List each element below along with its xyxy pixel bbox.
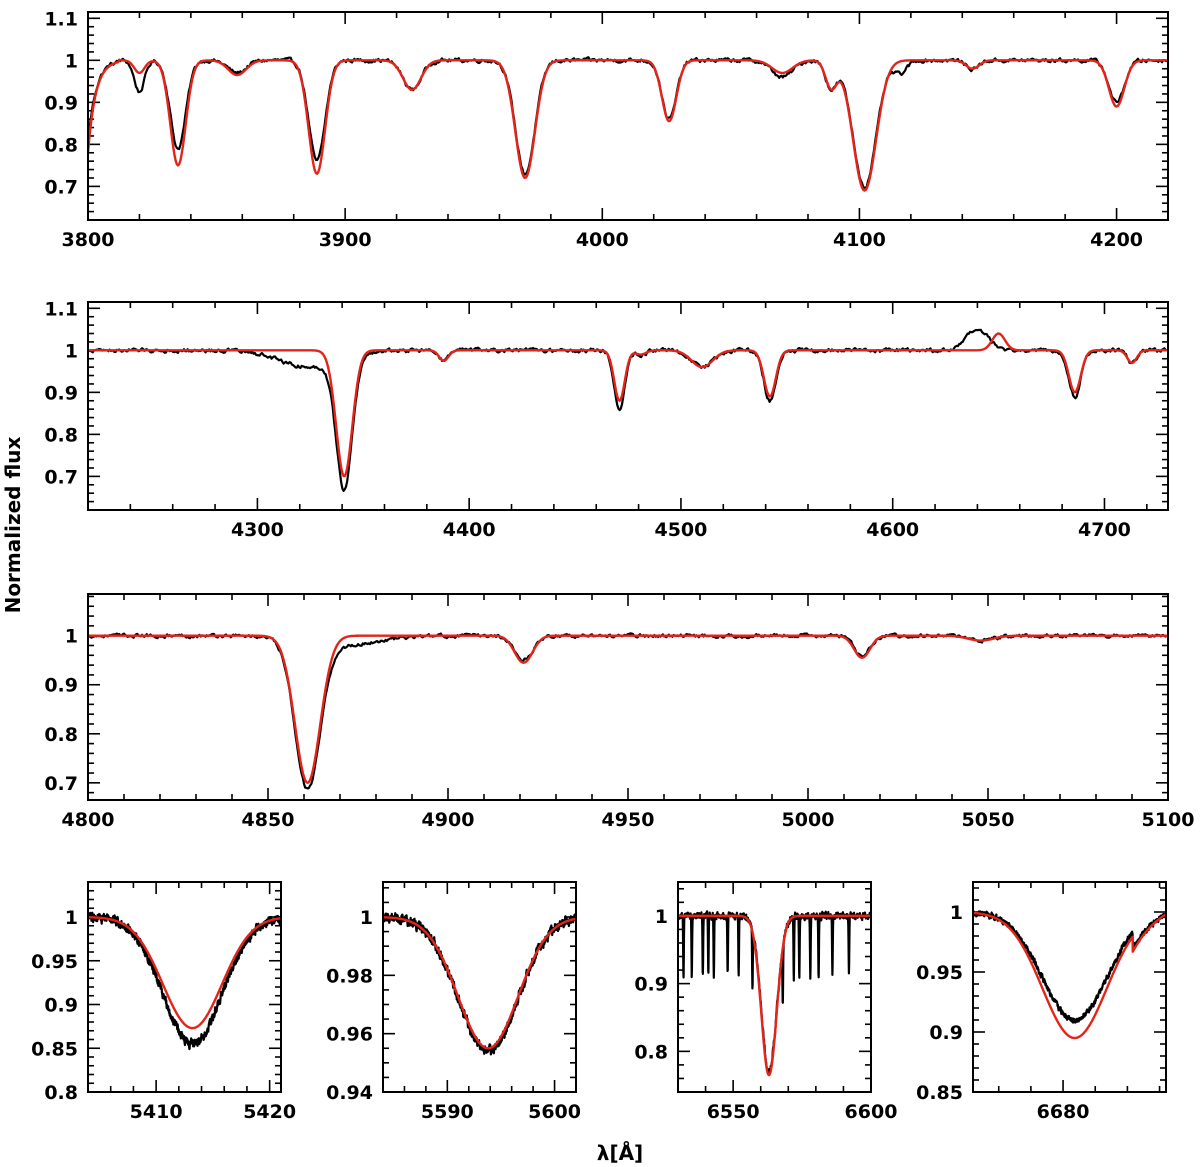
x-tick-label: 5100 bbox=[1142, 809, 1195, 831]
ticks-p7 bbox=[973, 882, 1166, 1093]
x-tick-label: 5600 bbox=[528, 1101, 581, 1123]
y-tick-label: 0.85 bbox=[916, 1082, 963, 1104]
model-spectrum bbox=[973, 911, 1166, 1040]
x-axis-title: λ[Å] bbox=[597, 1141, 643, 1165]
panel-p4: 5410 5420 0.8 0.85 0.9 0.95 1 bbox=[31, 881, 296, 1123]
x-tick-label: 5410 bbox=[130, 1101, 183, 1123]
model-spectrum bbox=[88, 634, 1168, 785]
x-tick-label: 4900 bbox=[422, 809, 475, 831]
x-tick-label: 4600 bbox=[866, 519, 919, 541]
plot-frame bbox=[382, 881, 577, 1093]
ticks-p5 bbox=[382, 882, 577, 1093]
model-spectrum bbox=[88, 332, 1168, 478]
plot-frame bbox=[87, 301, 1169, 511]
x-tick-label: 4800 bbox=[62, 809, 115, 831]
y-tick-label: 1.1 bbox=[44, 298, 78, 320]
x-tick-label: 4950 bbox=[602, 809, 655, 831]
x-tick-label: 4200 bbox=[1090, 229, 1143, 251]
panel-p2: 4300 4400 4500 4600 4700 0.7 0.8 0.9 1 1.1 bbox=[44, 298, 1169, 541]
x-tick-label: 5050 bbox=[962, 809, 1015, 831]
y-tick-label: 0.8 bbox=[44, 724, 78, 746]
y-tick-label: 0.94 bbox=[326, 1082, 373, 1104]
y-tick-label: 0.7 bbox=[44, 176, 78, 198]
model-spectrum bbox=[88, 59, 1168, 192]
x-tick-label: 5420 bbox=[243, 1101, 296, 1123]
y-tick-label: 1 bbox=[65, 50, 78, 72]
y-tick-label: 1 bbox=[65, 907, 78, 929]
ticks-p3 bbox=[87, 594, 1169, 800]
observed-spectrum bbox=[88, 632, 1168, 790]
x-tick-label: 3800 bbox=[62, 229, 115, 251]
plot-frame bbox=[87, 881, 282, 1093]
y-tick-label: 0.9 bbox=[634, 974, 668, 996]
x-tick-label: 4700 bbox=[1078, 519, 1131, 541]
y-tick-label: 0.85 bbox=[31, 1038, 78, 1060]
panel-p6: 6550 6600 0.8 0.9 1 bbox=[634, 881, 898, 1123]
y-tick-label: 0.7 bbox=[44, 773, 78, 795]
observed-spectrum bbox=[973, 910, 1166, 1024]
y-tick-label: 0.8 bbox=[44, 424, 78, 446]
y-tick-label: 0.9 bbox=[44, 92, 78, 114]
x-tick-label: 6550 bbox=[707, 1101, 760, 1123]
panel-p1: 3800 3900 4000 4100 4200 0.7 0.8 0.9 1 1.1 bbox=[44, 8, 1169, 251]
y-tick-label: 1 bbox=[950, 902, 963, 924]
y-tick-label: 1 bbox=[65, 340, 78, 362]
x-tick-label: 4100 bbox=[833, 229, 886, 251]
plot-frame bbox=[972, 881, 1167, 1093]
y-tick-label: 1 bbox=[65, 626, 78, 648]
x-tick-label: 3900 bbox=[319, 229, 372, 251]
y-tick-label: 0.9 bbox=[44, 675, 78, 697]
y-tick-label: 1.1 bbox=[44, 8, 78, 30]
ticks-p1 bbox=[87, 12, 1169, 221]
model-spectrum bbox=[678, 914, 871, 1077]
y-tick-label: 0.8 bbox=[44, 1082, 78, 1104]
y-tick-label: 0.95 bbox=[31, 951, 78, 973]
model-spectrum bbox=[383, 916, 576, 1050]
y-tick-label: 1 bbox=[360, 907, 373, 929]
x-tick-label: 6600 bbox=[845, 1101, 898, 1123]
y-tick-label: 0.9 bbox=[44, 995, 78, 1017]
x-tick-label: 4850 bbox=[242, 809, 295, 831]
ticks-p2 bbox=[87, 302, 1168, 511]
y-tick-label: 0.7 bbox=[44, 466, 78, 488]
x-tick-label: 5590 bbox=[421, 1101, 474, 1123]
y-tick-label: 0.95 bbox=[916, 962, 963, 984]
y-tick-label: 0.8 bbox=[44, 134, 78, 156]
x-tick-label: 6680 bbox=[1037, 1101, 1090, 1123]
panel-p3: 4800 4850 4900 4950 5000 5050 5100 0.7 0.8 0.9 1 bbox=[44, 593, 1195, 831]
x-tick-label: 4000 bbox=[576, 229, 629, 251]
y-tick-label: 0.98 bbox=[326, 965, 373, 987]
panel-p5: 5590 5600 0.94 0.96 0.98 1 bbox=[326, 881, 581, 1123]
x-tick-label: 4400 bbox=[443, 519, 496, 541]
plot-frame bbox=[87, 593, 1169, 801]
ticks-p4 bbox=[87, 881, 281, 1093]
y-tick-label: 0.8 bbox=[634, 1041, 668, 1063]
y-tick-label: 1 bbox=[655, 906, 668, 928]
y-tick-label: 0.9 bbox=[929, 1022, 963, 1044]
plot-frame bbox=[677, 881, 872, 1093]
x-tick-label: 4300 bbox=[231, 519, 284, 541]
panel-p7: 6680 0.85 0.9 0.95 1 bbox=[916, 881, 1167, 1123]
x-tick-label: 4500 bbox=[654, 519, 707, 541]
y-tick-label: 0.96 bbox=[326, 1024, 373, 1046]
observed-spectrum bbox=[88, 56, 1168, 190]
model-spectrum bbox=[88, 916, 281, 1030]
observed-spectrum bbox=[88, 328, 1168, 493]
x-tick-label: 5000 bbox=[782, 809, 835, 831]
y-axis-title: Normalized flux bbox=[1, 436, 25, 613]
plot-frame bbox=[87, 11, 1169, 221]
y-tick-label: 0.9 bbox=[44, 382, 78, 404]
